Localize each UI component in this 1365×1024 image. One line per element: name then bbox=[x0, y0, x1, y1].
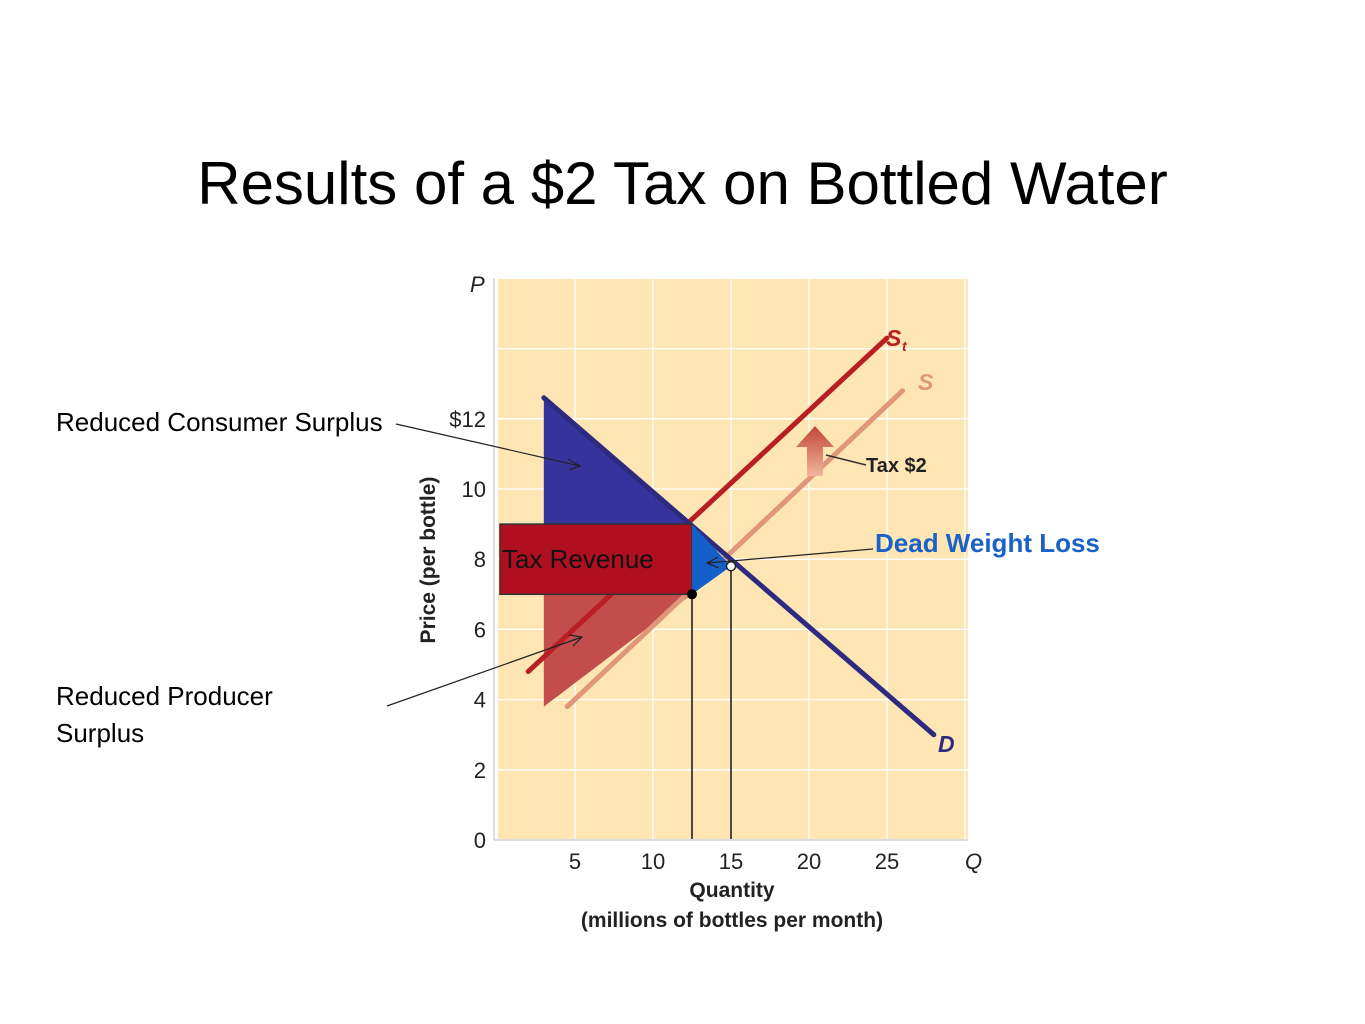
slide-title: Results of a $2 Tax on Bottled Water bbox=[197, 150, 1168, 217]
x-axis-label: Quantity bbox=[689, 879, 774, 902]
y-axis-label: Price (per bottle) bbox=[417, 477, 440, 644]
y-tick-label-2: 4 bbox=[474, 688, 486, 713]
tax-label: Tax $2 bbox=[866, 455, 927, 477]
x-tick-label-0: 5 bbox=[569, 849, 581, 874]
consumer-surplus-pointer bbox=[395, 423, 581, 467]
s-curve-label: S bbox=[918, 369, 934, 395]
x-tick-label-4: 25 bbox=[875, 849, 899, 874]
y-tick-label-5: 10 bbox=[462, 477, 486, 502]
dead-weight-loss-region bbox=[692, 524, 731, 595]
y-tick-label-1: 2 bbox=[474, 758, 486, 783]
reduced-producer-surplus-label: Reduced Producer Surplus bbox=[56, 681, 273, 748]
reduced-consumer-surplus-label: Reduced Consumer Surplus bbox=[56, 407, 383, 437]
equilibrium-before-point bbox=[725, 560, 737, 572]
y-tick-label-6: $12 bbox=[449, 407, 486, 432]
producer-surplus-pointer-head bbox=[568, 634, 584, 647]
x-tick-label-1: 10 bbox=[641, 849, 665, 874]
y-tick-label-3: 6 bbox=[474, 617, 486, 642]
x-axis-sublabel: (millions of bottles per month) bbox=[581, 909, 883, 932]
st-label-subscript: t bbox=[902, 338, 908, 354]
supply-taxed-line bbox=[525, 335, 890, 675]
x-axis-symbol: Q bbox=[965, 849, 982, 874]
pointer-lines bbox=[386, 423, 874, 707]
y-tick-label-0: 0 bbox=[474, 828, 486, 853]
dead-weight-loss-label: Dead Weight Loss bbox=[875, 528, 1100, 558]
tax-arrow-icon bbox=[796, 426, 834, 476]
dead-weight-loss-pointer bbox=[706, 548, 874, 564]
supply-line bbox=[564, 388, 906, 710]
x-tick-label-2: 15 bbox=[719, 849, 743, 874]
y-axis-symbol: P bbox=[470, 272, 485, 297]
consumer-surplus-pointer-head bbox=[567, 458, 582, 471]
tax-label-leader bbox=[825, 454, 867, 466]
tick-labels: 5 10 15 20 25 0 2 4 6 8 10 $12 bbox=[449, 407, 899, 874]
st-curve-label: S t bbox=[886, 325, 908, 354]
tax-revenue-label: Tax Revenue bbox=[502, 544, 654, 574]
producer-surplus-pointer bbox=[386, 636, 583, 707]
demand-line bbox=[541, 395, 937, 738]
y-tick-label-4: 8 bbox=[474, 547, 486, 572]
dead-weight-loss-pointer-head bbox=[705, 556, 720, 569]
x-tick-label-3: 20 bbox=[797, 849, 821, 874]
st-label-letter: S bbox=[886, 325, 902, 351]
producer-price-point bbox=[687, 589, 697, 600]
tax-revenue-region bbox=[499, 523, 693, 596]
d-curve-label: D bbox=[938, 731, 955, 757]
